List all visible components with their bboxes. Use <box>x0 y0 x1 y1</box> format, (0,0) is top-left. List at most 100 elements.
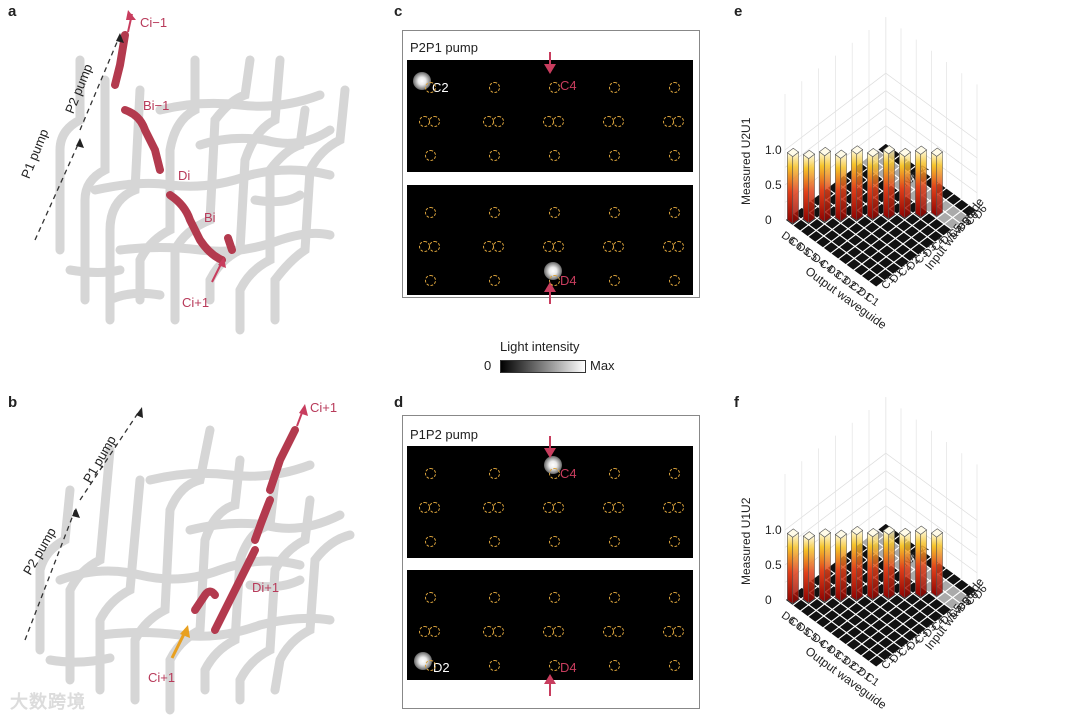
bar-front-face <box>883 149 890 220</box>
panel-d-top-waveguide-ring <box>425 536 436 547</box>
panel-d-top-waveguide-ring <box>549 536 560 547</box>
panel-letter-b: b <box>8 394 18 411</box>
panel-c-top-waveguide-ring <box>429 116 440 127</box>
bar-top-face <box>802 149 816 159</box>
panel-d-top-waveguide-ring <box>489 536 500 547</box>
bar-side-face <box>824 532 831 603</box>
panel-c-bottom-waveguide-ring <box>609 275 620 286</box>
bar <box>818 146 832 223</box>
panel-d-top-waveguide-ring <box>429 502 440 513</box>
panel-c-top-waveguide-ring <box>425 150 436 161</box>
panel-c-top-waveguide-ring <box>613 116 624 127</box>
panel-c-down-arrow <box>544 52 556 74</box>
bar-side-face <box>840 153 847 223</box>
z-tick-label: 0.5 <box>765 178 782 192</box>
panel-c-top-waveguide-ring <box>549 150 560 161</box>
bar-side-face <box>808 153 815 224</box>
z-tick-label: 1.0 <box>765 523 782 537</box>
panel-c-bottom-waveguide-ring <box>673 241 684 252</box>
bar-top-face <box>834 529 848 539</box>
bar-side-face <box>904 151 911 219</box>
panel-d-top-waveguide-ring <box>609 468 620 479</box>
panel-d-bottom-waveguide-ring <box>493 626 504 637</box>
panel-d-bottom-waveguide-ring <box>609 592 620 603</box>
panel-d-bottom-waveguide-ring <box>429 626 440 637</box>
panel-c-bottom-waveguide-ring <box>425 275 436 286</box>
panel-c-bottom-waveguide-ring <box>493 241 504 252</box>
colorbar-max-label: Max <box>590 358 615 373</box>
panel-b-label-d-mid: Di+1 <box>252 580 280 595</box>
bar-side-face <box>792 532 799 605</box>
panel-a-waveguide-diagram <box>34 10 350 335</box>
z-tick-label: 0.5 <box>765 558 782 572</box>
bar-front-face <box>835 533 842 602</box>
z-tick-label: 1.0 <box>765 143 782 157</box>
bar-top-face <box>882 145 896 155</box>
bar <box>866 148 880 221</box>
bar <box>914 525 928 599</box>
panel-c-bottom-waveguide-ring <box>549 275 560 286</box>
panel-c-bottom-waveguide-ring <box>489 207 500 218</box>
panel-d-top-waveguide-ring <box>489 468 500 479</box>
panel-a-label-c-bot: Ci+1 <box>182 295 210 310</box>
bar-side-face <box>792 151 799 225</box>
bar-top-face <box>802 531 816 541</box>
bar-front-face <box>835 153 842 222</box>
bar-front-face <box>851 149 858 222</box>
bar <box>850 145 864 222</box>
panel-c-c2-label: C2 <box>432 80 449 95</box>
bar-side-face <box>808 534 815 604</box>
bar-top-face <box>914 145 928 155</box>
bar <box>914 145 928 219</box>
panel-c-bottom-waveguide-ring <box>669 207 680 218</box>
panel-c-top-waveguide-ring <box>549 82 560 93</box>
bar-front-face <box>899 152 906 219</box>
bar-top-face <box>786 147 800 157</box>
bar-front-face <box>899 532 906 599</box>
panel-c-top-waveguide-ring <box>489 150 500 161</box>
bar-top-face <box>818 146 832 157</box>
panel-c-bottom-waveguide-ring <box>425 207 436 218</box>
panel-c-bottom-waveguide-ring <box>613 241 624 252</box>
panel-d-down-arrow <box>544 436 556 458</box>
panel-d-up-arrow <box>544 674 556 696</box>
bar-top-face <box>786 528 800 538</box>
panel-c-bottom-waveguide-ring <box>553 241 564 252</box>
bar-front-face <box>931 151 938 218</box>
panel-d-bottom-waveguide-ring <box>489 592 500 603</box>
colorbar-gradient <box>500 360 586 373</box>
panel-c-title: P2P1 pump <box>410 40 478 55</box>
z-tick-label: 0 <box>765 213 772 227</box>
bar-top-face <box>914 525 928 535</box>
panel-d-bottom-waveguide-ring <box>609 660 620 671</box>
bar-front-face <box>915 149 922 218</box>
panel-b-label-c-top: Ci+1 <box>310 400 338 415</box>
panel-a-label-d-mid: Di <box>178 168 191 183</box>
panel-c-top-waveguide-ring <box>669 82 680 93</box>
floor-tile <box>867 274 886 288</box>
panel-d-top-waveguide-ring <box>609 536 620 547</box>
panel-c-top-waveguide-ring <box>425 82 436 93</box>
panel-d-title: P1P2 pump <box>410 427 478 442</box>
colorbar-title: Light intensity <box>500 339 580 354</box>
panel-letter-c: c <box>394 3 403 20</box>
panel-d-bottom-waveguide-ring <box>549 592 560 603</box>
bar-top-face <box>866 148 880 158</box>
panel-b-waveguide-diagram <box>24 404 355 715</box>
panel-d-bottom-waveguide-ring <box>549 660 560 671</box>
bar <box>786 528 800 605</box>
bar-side-face <box>888 529 895 600</box>
panel-d-bottom-waveguide-ring <box>669 660 680 671</box>
bar-top-face <box>882 525 896 535</box>
panel-c-c4-label: C4 <box>560 78 577 93</box>
bar-top-face <box>818 528 832 538</box>
panel-c-top-waveguide-ring <box>609 150 620 161</box>
panel-letter-f: f <box>734 394 739 411</box>
panel-c-bottom-waveguide-ring <box>669 275 680 286</box>
z-axis-label: Measured U2U1 <box>740 117 753 205</box>
bar <box>882 525 896 600</box>
z-axis-label: Measured U1U2 <box>740 497 753 585</box>
bar-top-face <box>898 147 912 157</box>
panel-d-top-waveguide-ring <box>549 468 560 479</box>
